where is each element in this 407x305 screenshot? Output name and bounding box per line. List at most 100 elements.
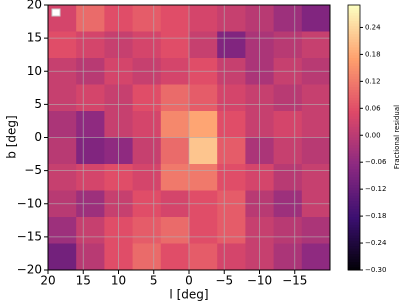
- colorbar-segment: [348, 34, 360, 38]
- colorbar-segment: [348, 161, 360, 165]
- colorbar-label: Fractional residual: [393, 105, 401, 169]
- colorbar-segment: [348, 10, 360, 14]
- colorbar-segment: [348, 42, 360, 46]
- colorbar-segment: [348, 264, 360, 268]
- heatmap-cell: [132, 84, 162, 112]
- heatmap-cell: [189, 111, 218, 138]
- colorbar-tick-label: −0.30: [365, 266, 386, 274]
- colorbar-segment: [348, 232, 360, 237]
- heatmap-cell: [273, 111, 303, 138]
- heatmap-cell: [48, 243, 77, 271]
- heatmap-cell: [217, 84, 246, 112]
- colorbar-segment: [348, 12, 360, 17]
- colorbar-segment: [348, 209, 360, 213]
- colorbar-segment: [348, 71, 360, 75]
- heatmap-cell: [76, 137, 105, 165]
- colorbar-segment: [348, 36, 360, 40]
- heatmap-cell: [76, 31, 105, 59]
- colorbar-segment: [348, 235, 360, 239]
- heatmap-cell: [273, 164, 303, 191]
- heatmap-cell: [132, 5, 162, 32]
- heatmap-cell: [189, 5, 218, 32]
- colorbar-segment: [348, 198, 360, 202]
- plot-frame: [47, 4, 331, 271]
- heatmap-cell: [132, 111, 162, 138]
- heatmap-cell: [48, 217, 77, 244]
- heatmap-cell: [273, 137, 303, 165]
- heatmap-cell: [217, 243, 246, 271]
- heatmap-cell: [217, 31, 246, 59]
- heatmap-cell: [132, 31, 162, 59]
- heatmap-cell: [76, 217, 105, 244]
- y-tick-label: −5: [24, 163, 42, 177]
- heatmap-cell: [301, 217, 331, 244]
- colorbar-segment: [348, 79, 360, 83]
- colorbar-segment: [348, 256, 360, 260]
- colorbar-segment: [348, 31, 360, 35]
- colorbar-segment: [348, 262, 360, 266]
- colorbar-segment: [348, 52, 360, 56]
- heatmap-cell: [217, 217, 246, 244]
- colorbar-segment: [348, 238, 360, 242]
- colorbar-segment: [348, 156, 360, 160]
- heatmap-cell: [189, 243, 218, 271]
- colorbar-segment: [348, 39, 360, 43]
- colorbar-segment: [348, 76, 360, 80]
- heatmap-cell: [189, 217, 218, 244]
- heatmap-cell: [132, 243, 162, 271]
- colorbar-tick-label: −0.12: [365, 185, 386, 193]
- colorbar-segment: [348, 185, 360, 189]
- legend-box: [51, 8, 61, 17]
- colorbar-tick-label: −0.06: [365, 158, 387, 166]
- colorbar-segment: [348, 142, 360, 146]
- colorbar-tick-label: −0.24: [365, 239, 387, 247]
- colorbar-segment: [348, 111, 360, 115]
- heatmap-cell: [132, 164, 162, 191]
- colorbar-segment: [348, 81, 360, 85]
- colorbar-segment: [348, 15, 360, 19]
- colorbar-segment: [348, 254, 360, 258]
- y-tick-label: 10: [27, 64, 42, 78]
- heatmap-cell: [273, 84, 303, 112]
- colorbar-segment: [348, 23, 360, 27]
- colorbar-segment: [348, 95, 360, 99]
- colorbar-segment: [348, 60, 360, 64]
- colorbar-segment: [348, 246, 360, 250]
- heatmap-cell: [301, 5, 331, 32]
- colorbar-frame: [347, 4, 361, 271]
- colorbar-segment: [348, 63, 360, 67]
- y-axis-label: b [deg]: [5, 115, 19, 158]
- colorbar-segment: [348, 217, 360, 221]
- colorbar-segment: [348, 145, 360, 149]
- heatmap-cell: [189, 164, 218, 191]
- colorbar-segment: [348, 166, 360, 170]
- colorbar-segment: [348, 55, 360, 59]
- colorbar-segment: [348, 92, 360, 96]
- heatmap-cell: [160, 217, 190, 244]
- colorbar-segment: [348, 190, 360, 194]
- colorbar-segment: [348, 182, 360, 186]
- colorbar-segment: [348, 211, 360, 215]
- colorbar-segment: [348, 179, 360, 184]
- colorbar-segment: [348, 177, 360, 181]
- colorbar-segment: [348, 248, 360, 252]
- heatmap-cell: [160, 137, 190, 165]
- heatmap-cell: [48, 137, 77, 165]
- colorbar-tick-label: 0.18: [365, 50, 381, 58]
- colorbar-segment: [348, 108, 360, 112]
- colorbar-segment: [348, 68, 360, 72]
- heatmap-cell: [189, 84, 218, 112]
- colorbar-segment: [348, 58, 360, 62]
- heatmap-cell: [76, 84, 105, 112]
- colorbar-segment: [348, 65, 360, 70]
- heatmap-cell: [189, 137, 218, 165]
- heatmap-cell: [160, 111, 190, 138]
- y-tick-label: −20: [17, 263, 42, 277]
- colorbar-segment: [348, 20, 360, 25]
- heatmap-cell: [273, 5, 303, 32]
- y-tick-label: −10: [17, 196, 42, 210]
- colorbar-tick-label: 0.24: [365, 23, 381, 31]
- colorbar-segment: [348, 169, 360, 173]
- colorbar-segment: [348, 259, 360, 263]
